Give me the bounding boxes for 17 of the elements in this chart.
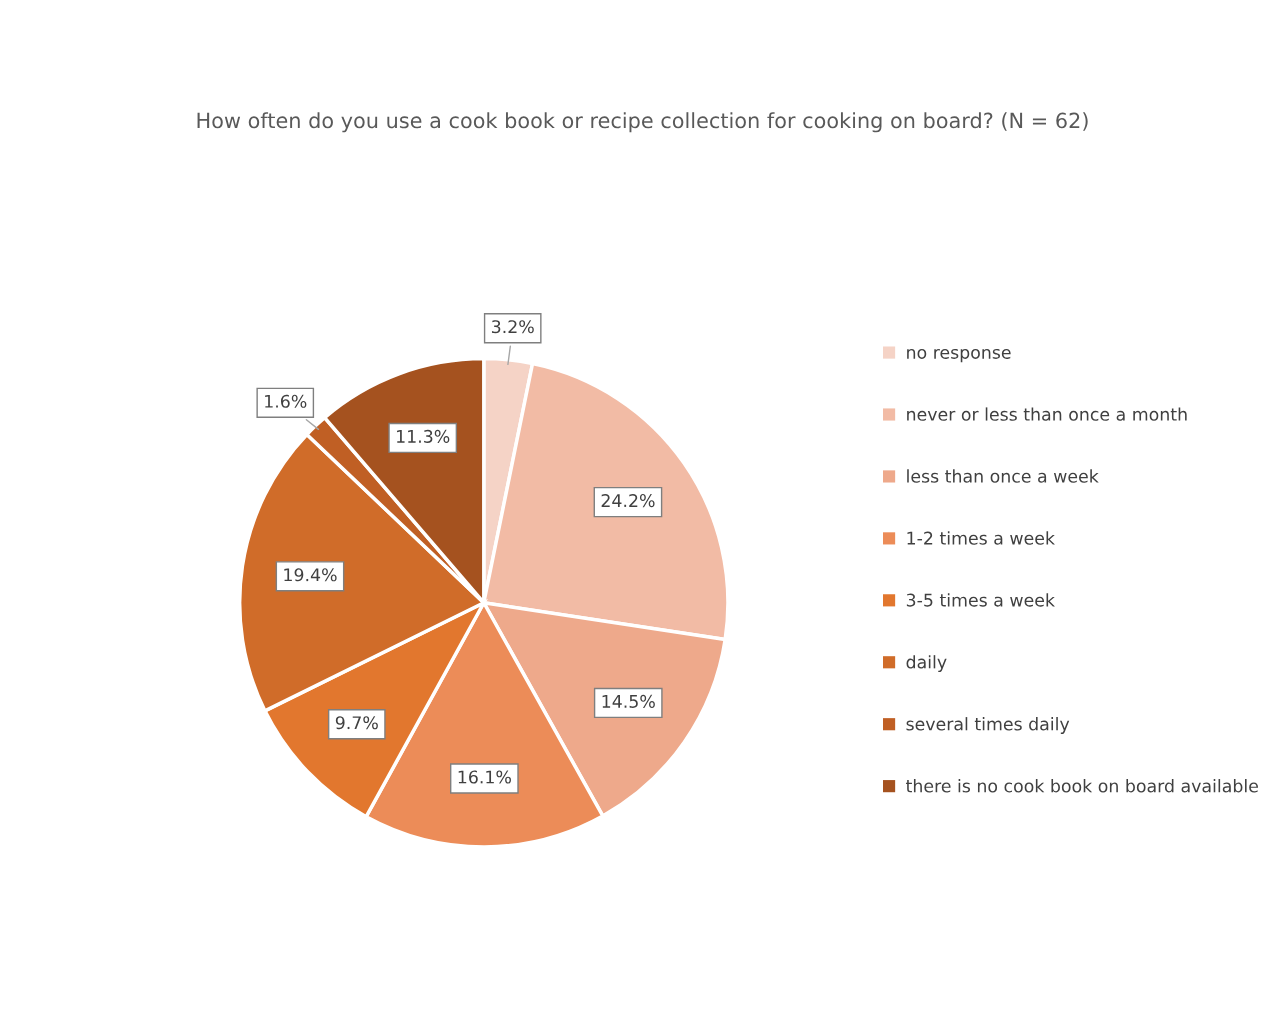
legend-label: there is no cook book on board available: [906, 779, 1258, 793]
data-label: 9.7%: [335, 716, 378, 730]
legend-label: daily: [906, 655, 947, 672]
legend-label: 3-5 times a week: [906, 593, 1055, 607]
data-label: 14.5%: [602, 694, 655, 708]
data-label: 16.1%: [458, 770, 511, 784]
legend-label: less than once a week: [907, 469, 1099, 483]
legend-label: never or less than once a month: [907, 407, 1187, 421]
legend-label: 1-2 times a week: [907, 531, 1055, 545]
chart-title: How often do you use a cook book or recipe collection for cooking on board? (N = 62): [197, 112, 1088, 133]
data-label: 24.2%: [601, 494, 655, 508]
data-label: 11.3%: [397, 429, 450, 443]
data-label: 1.6%: [265, 394, 307, 408]
data-label: 19.4%: [284, 568, 337, 582]
data-label: 3.2%: [491, 320, 534, 334]
legend-label: several times daily: [906, 717, 1070, 734]
legend-label: no response: [907, 348, 1011, 363]
